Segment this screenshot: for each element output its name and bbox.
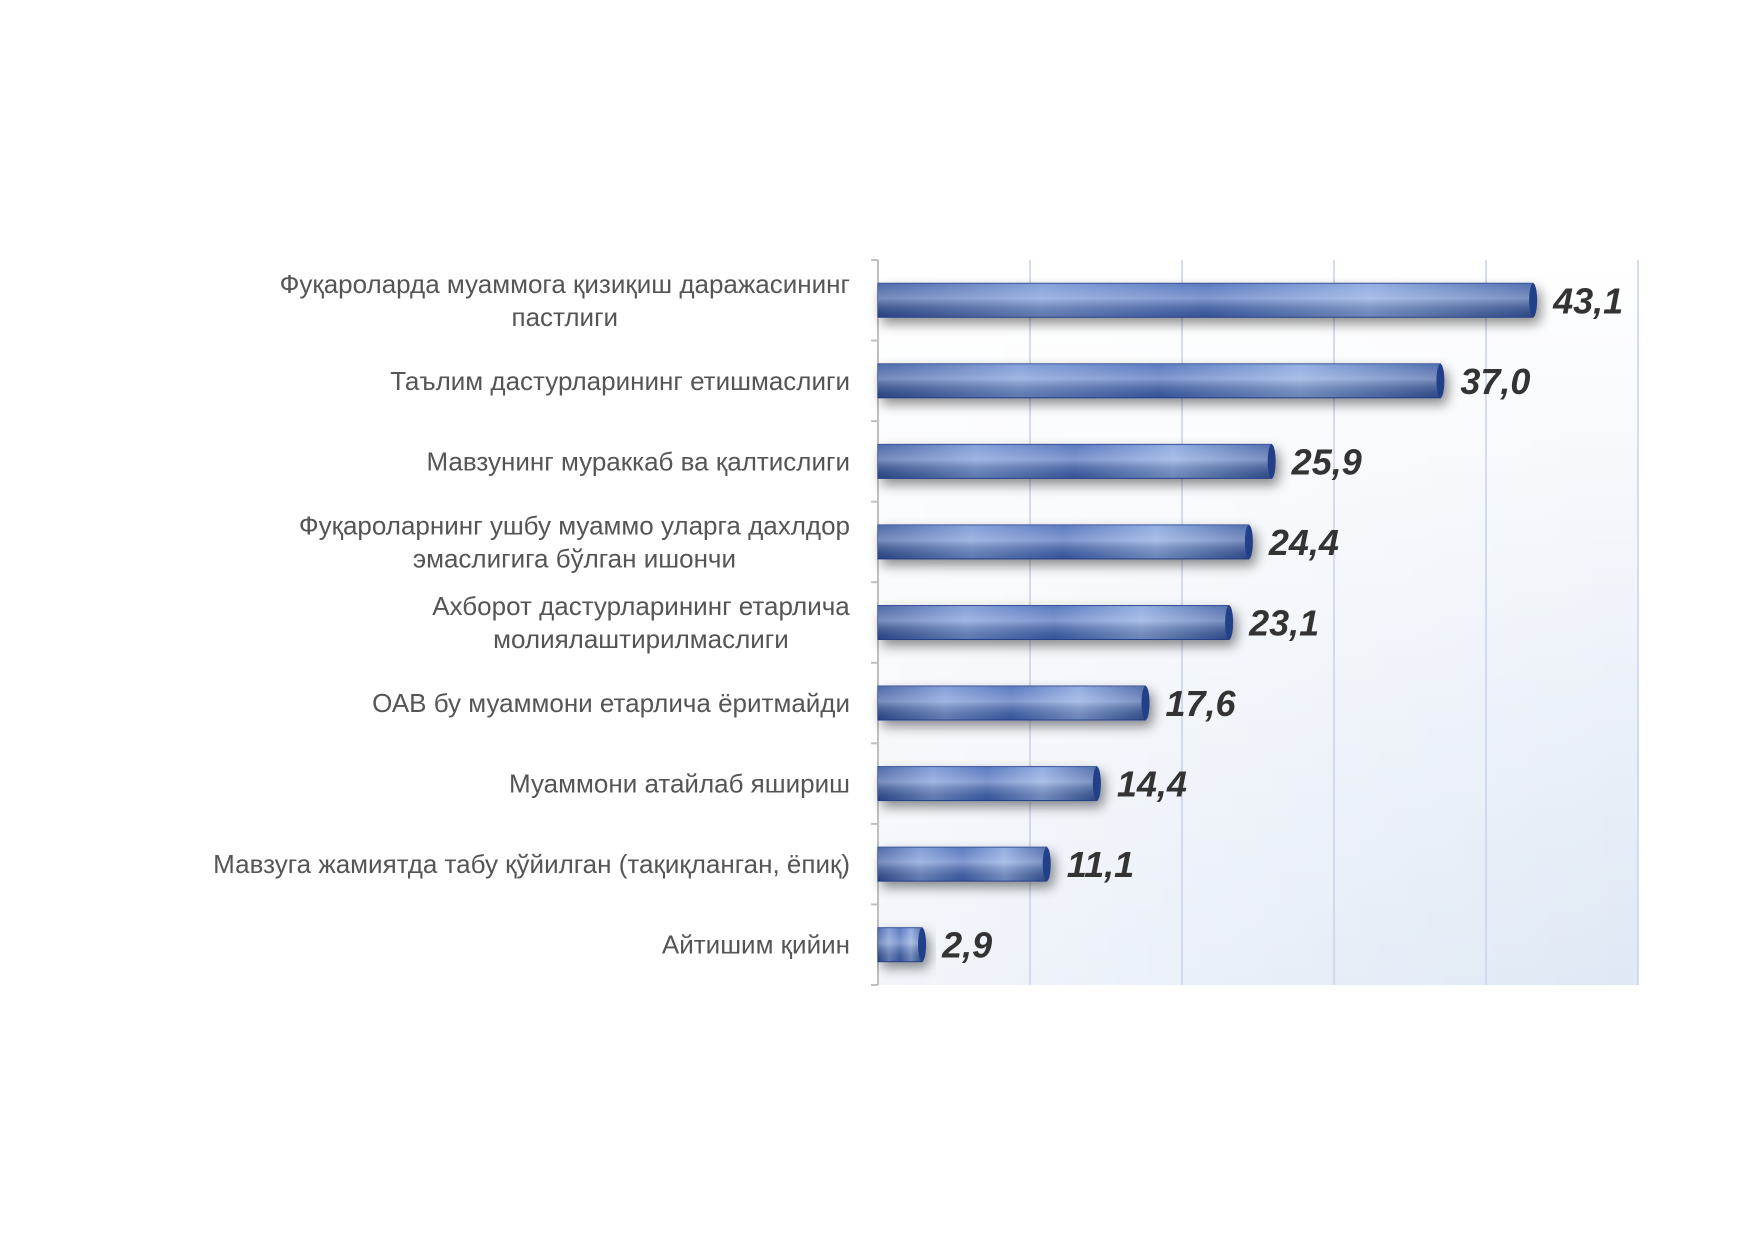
bar-group bbox=[877, 443, 1276, 479]
value-label: 43,1 bbox=[1552, 280, 1623, 321]
category-label: Мавзунинг мураккаб ва қалтислиги bbox=[426, 446, 850, 476]
category-label-line: Муаммони атайлаб яшириш bbox=[509, 769, 850, 799]
bar-end-cap bbox=[1529, 283, 1538, 318]
bar-end-cap bbox=[1436, 363, 1445, 398]
bar-shine bbox=[878, 686, 1146, 721]
bar-group bbox=[877, 363, 1445, 399]
bar-group bbox=[877, 766, 1101, 802]
category-label: Фуқароларда муаммога қизиқиш даражасинин… bbox=[280, 269, 850, 332]
value-label: 24,4 bbox=[1268, 522, 1339, 563]
bar-shine bbox=[878, 766, 1097, 801]
bar-end-cap bbox=[1267, 444, 1276, 479]
category-label-line: Таълим дастурларининг етишмаслиги bbox=[390, 366, 850, 396]
bar-shine bbox=[878, 444, 1272, 479]
bar-shine bbox=[878, 605, 1230, 640]
value-label: 11,1 bbox=[1067, 844, 1134, 885]
bar-shine bbox=[878, 524, 1249, 559]
bar-end-cap bbox=[1092, 766, 1101, 801]
bar-end-cap bbox=[1244, 524, 1253, 559]
value-labels: 43,1 37,0 25,9 24,4 23,1 17,6 14,4 11,1 2,9 bbox=[941, 280, 1623, 965]
value-label: 37,0 bbox=[1460, 361, 1530, 402]
category-label: Муаммони атайлаб яшириш bbox=[509, 769, 850, 799]
category-label: Фуқароларнинг ушбу муаммо уларга дахлдор… bbox=[299, 510, 850, 573]
bar-shine bbox=[878, 847, 1047, 882]
value-label: 2,9 bbox=[941, 925, 992, 966]
category-label-line: эмаслигига бўлган ишончи bbox=[413, 543, 736, 573]
bar-end-cap bbox=[1225, 605, 1234, 640]
category-axis bbox=[871, 259, 879, 986]
bar-shine bbox=[878, 927, 923, 962]
bar-shine bbox=[878, 363, 1441, 398]
category-label: Айтишим қийин bbox=[662, 930, 850, 960]
category-label-line: Фуқароларда муаммога қизиқиш даражасинин… bbox=[280, 269, 850, 299]
category-label-line: Мавзунинг мураккаб ва қалтислиги bbox=[426, 446, 850, 476]
category-label-line: молиялаштирилмаслиги bbox=[493, 624, 789, 654]
category-label: Мавзуга жамиятда табу қўйилган (тақиқлан… bbox=[213, 849, 850, 879]
value-label: 23,1 bbox=[1248, 603, 1319, 644]
bars bbox=[877, 282, 1538, 963]
category-label-line: пастлиги bbox=[512, 302, 619, 332]
category-label-line: Ахборот дастурларининг етарлича bbox=[432, 591, 850, 621]
value-label: 25,9 bbox=[1291, 441, 1362, 482]
category-labels: Фуқароларда муаммога қизиқиш даражасинин… bbox=[213, 269, 850, 960]
bar-group bbox=[877, 605, 1234, 640]
category-label-line: Мавзуга жамиятда табу қўйилган (тақиқлан… bbox=[213, 849, 850, 879]
bar-group bbox=[877, 282, 1538, 318]
category-label-line: Фуқароларнинг ушбу муаммо уларга дахлдор bbox=[299, 510, 850, 540]
value-label: 14,4 bbox=[1117, 764, 1187, 805]
value-label: 17,6 bbox=[1166, 683, 1237, 724]
bar-group bbox=[877, 846, 1051, 882]
category-label: Таълим дастурларининг етишмаслиги bbox=[390, 366, 850, 396]
category-label-line: Айтишим қийин bbox=[662, 930, 850, 960]
bar-end-cap bbox=[918, 927, 927, 962]
bar-shine bbox=[878, 283, 1534, 318]
category-label-line: ОАВ бу муаммони етарлича ёритмайди bbox=[372, 688, 850, 718]
bar-end-cap bbox=[1141, 686, 1150, 721]
bar-group bbox=[877, 685, 1150, 721]
category-label: Ахборот дастурларининг етарлича молиялашт… bbox=[432, 591, 850, 654]
bar-group bbox=[877, 927, 927, 963]
bar-end-cap bbox=[1042, 847, 1051, 882]
category-label: ОАВ бу муаммони етарлича ёритмайди bbox=[372, 688, 850, 718]
bar-group bbox=[877, 524, 1253, 560]
